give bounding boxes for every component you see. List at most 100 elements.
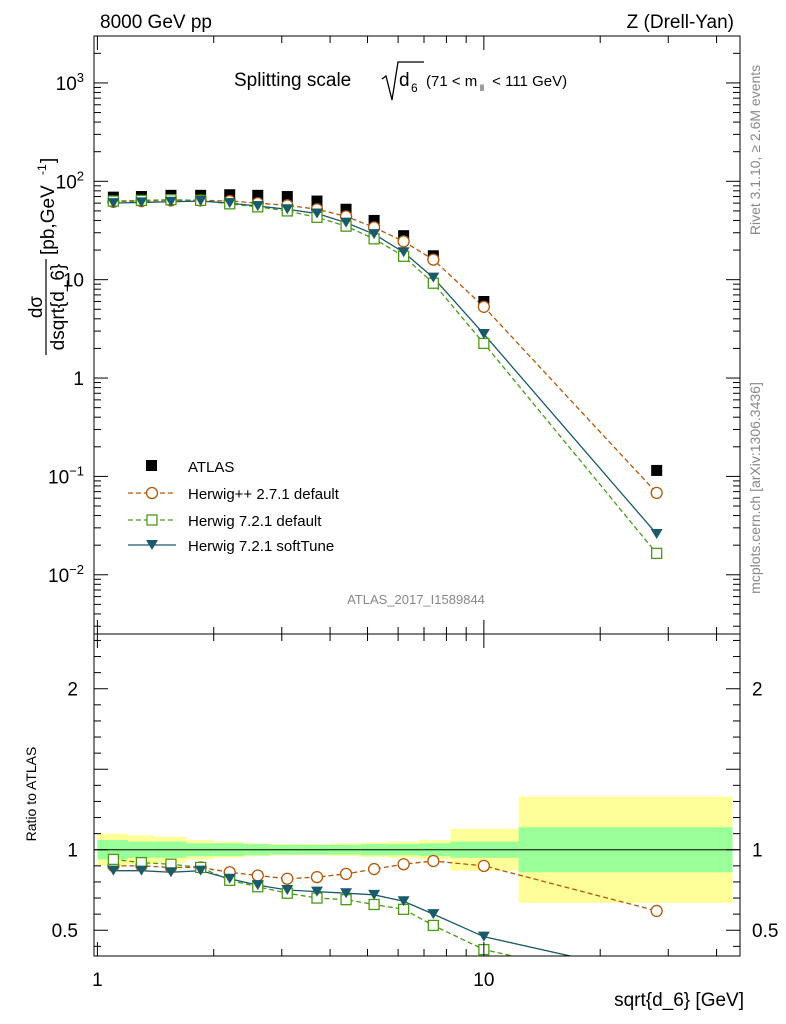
y-tick-label: 10: [63, 271, 84, 292]
ratio-line-softtune: [113, 870, 574, 956]
point-softtune: [650, 528, 663, 539]
point-softtune: [107, 198, 120, 209]
plot-title: Splitting scale d 6 (71 < m ll < 111 GeV…: [234, 61, 567, 101]
point-softtune: [223, 198, 236, 209]
legend-marker-herwigpp: [145, 486, 159, 500]
ratio-point-softtune: [477, 931, 490, 942]
ratio-point-softtune: [368, 889, 381, 900]
header-left: 8000 GeV pp: [100, 12, 212, 33]
main-panel: Splitting scale d 6 (71 < m ll < 111 GeV…: [26, 35, 741, 635]
legend-marker-atlas: [146, 460, 157, 471]
header-right: Z (Drell-Yan): [627, 12, 734, 33]
y-tick-label: 102: [56, 168, 84, 193]
point-softtune: [281, 204, 294, 215]
ratio-point-herwigpp: [367, 862, 381, 876]
point-softtune: [427, 272, 440, 283]
xlabel: sqrt{d_6} [GeV]: [614, 990, 744, 1011]
ratio-point-herwigpp: [339, 867, 353, 881]
ratio-point-herwigpp: [251, 869, 264, 882]
title-var-sub: 6: [411, 81, 418, 95]
ylabel-num: dσ: [26, 296, 47, 319]
point-softtune: [397, 247, 410, 258]
ylabel-units-sup: -1: [35, 164, 49, 175]
point-data: [368, 214, 380, 226]
ratio-point-softtune: [281, 884, 294, 895]
point-softtune: [340, 217, 353, 228]
ratio-y-tick-label-right: 2: [752, 680, 763, 701]
point-softtune: [135, 197, 148, 208]
ratio-point-softtune: [251, 880, 264, 891]
point-softtune: [477, 329, 490, 340]
ratio-point-softtune: [427, 909, 440, 920]
point-herwig72: [478, 337, 490, 350]
ratio-point-softtune: [223, 873, 236, 884]
point-herwig72: [651, 547, 663, 560]
legend-marker-herwig72: [146, 514, 158, 526]
ratio-point-herwigpp: [281, 872, 294, 885]
point-herwigpp: [477, 300, 491, 313]
title-prefix: Splitting scale: [234, 70, 351, 91]
y-tick-label: 10−2: [48, 562, 84, 587]
ratio-point-herwig72: [368, 898, 380, 911]
point-herwigpp: [427, 253, 440, 266]
point-data: [311, 195, 323, 207]
point-data: [252, 189, 264, 201]
ratio-point-softtune: [135, 865, 148, 876]
ratio-y-tick-label: 1: [67, 841, 78, 862]
title-cut-sub: ll: [480, 83, 484, 93]
main-panel-frame: [93, 35, 741, 635]
top-axes: 10−2 10−1 1 10 102 103: [48, 35, 740, 634]
ratio-point-softtune: [194, 865, 207, 876]
x-tick-label: 1: [92, 970, 103, 991]
title-cut-post: < 111 GeV): [488, 73, 567, 90]
y-tick-label: 1: [73, 369, 84, 390]
title-cut-pre: (71 < m: [426, 73, 477, 90]
ylabel-top: dσ dsqrt{d_6} [pb,GeV -1 ]: [26, 158, 69, 355]
point-data: [340, 203, 352, 215]
point-softtune: [251, 201, 264, 212]
rivet-label: Rivet 3.1.10, ≥ 2.6M events: [747, 65, 763, 235]
legend-marker-softtune: [146, 540, 158, 550]
ratio-point-softtune: [397, 896, 410, 907]
ratio-point-softtune: [340, 888, 353, 899]
ratio-point-herwigpp: [427, 854, 440, 868]
analysis-id: ATLAS_2017_I1589844: [347, 592, 485, 607]
ratio-y-tick-label-right: 0.5: [752, 921, 778, 942]
ylabel-den: dsqrt{d_6}: [48, 264, 69, 351]
ylabel-bottom: Ratio to ATLAS: [23, 747, 39, 842]
ratio-point-softtune: [107, 865, 120, 876]
x-tick-label: 10: [473, 970, 494, 991]
ratio-point-herwigpp: [650, 904, 663, 918]
ratio-clipped: [107, 853, 663, 956]
ylabel-units-pre: [pb,GeV: [38, 185, 59, 255]
point-softtune: [194, 196, 207, 207]
title-var: d: [399, 70, 410, 91]
y-tick-label: 103: [56, 70, 84, 95]
point-data: [651, 464, 663, 476]
ratio-panel: 1 10 0.5 0.5 1 1 2 2 Ratio to ATLAS: [23, 633, 778, 991]
ratio-point-herwigpp: [397, 858, 410, 871]
ratio-point-herwigpp: [310, 870, 324, 884]
point-data: [224, 189, 236, 201]
ratio-panel-frame: [93, 633, 741, 957]
point-softtune: [164, 196, 177, 207]
point-herwigpp: [397, 235, 410, 248]
ylabel-units-post: ]: [38, 158, 59, 163]
ratio-point-herwig72: [427, 919, 439, 932]
legend-label-atlas: ATLAS: [188, 459, 234, 476]
sqrt-symbol: [381, 61, 424, 101]
ratio-series: [107, 853, 663, 956]
ratio-point-herwig72: [107, 853, 120, 866]
legend-label-herwigpp: Herwig++ 2.7.1 default: [188, 486, 340, 503]
ratio-axes: 1 10 0.5 0.5 1 1 2 2: [52, 634, 778, 991]
ratio-point-softtune: [310, 886, 323, 897]
point-data: [281, 191, 293, 203]
ratio-point-softtune: [164, 867, 177, 878]
ratio-point-herwigpp: [477, 859, 491, 872]
point-softtune: [368, 229, 381, 240]
point-softtune: [310, 208, 323, 219]
ratio-y-tick-label-right: 1: [752, 841, 763, 862]
legend: ATLAS Herwig++ 2.7.1 default Herwig 7.2.…: [128, 459, 340, 555]
top-series: [107, 189, 663, 560]
